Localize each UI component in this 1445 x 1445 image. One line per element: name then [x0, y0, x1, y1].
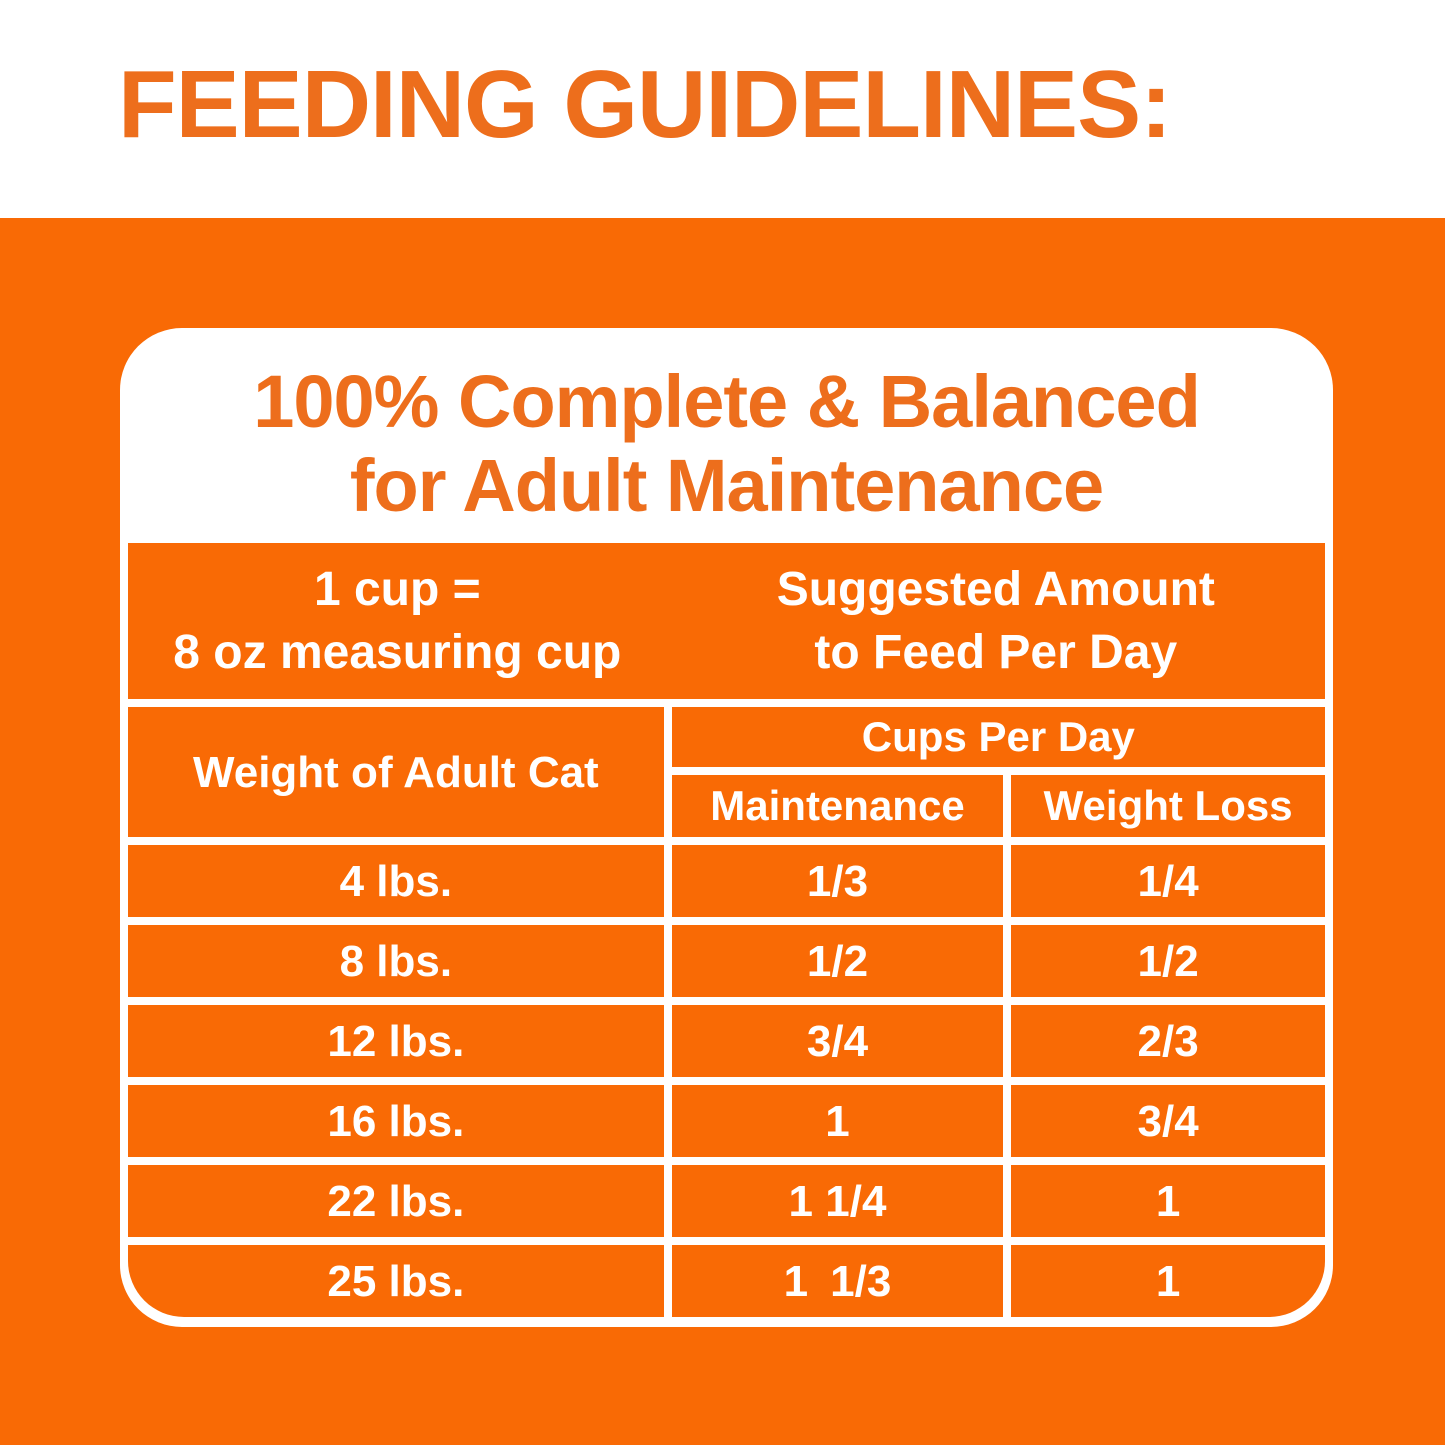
maintenance-cell: 1 1/4: [671, 1165, 1004, 1237]
column-header-cups-per-day: Cups Per Day: [671, 707, 1325, 767]
guidelines-card: 100% Complete & Balanced for Adult Maint…: [120, 328, 1333, 1327]
maintenance-cell: 1: [671, 1085, 1004, 1157]
weight-cell: 4 lbs.: [128, 845, 664, 917]
column-header-maintenance: Maintenance: [671, 775, 1004, 837]
weight-cell: 16 lbs.: [128, 1085, 664, 1157]
card-title-line1: 100% Complete & Balanced: [253, 360, 1201, 443]
weight-cell: 25 lbs.: [128, 1245, 664, 1317]
cup-definition-line1: 1 cup =: [313, 562, 481, 616]
suggested-amount-line1: Suggested Amount: [776, 562, 1215, 616]
weight-loss-cell: 1/4: [1011, 845, 1325, 917]
card-title-line2: for Adult Maintenance: [349, 443, 1104, 527]
page-header: FEEDING GUIDELINES:: [0, 0, 1445, 218]
maintenance-cell: 3/4: [671, 1005, 1004, 1077]
weight-loss-cell: 1: [1011, 1165, 1325, 1237]
table-top-header-row: 1 cup = 8 oz measuring cup Suggested Amo…: [128, 543, 1325, 699]
cup-definition-line2: 8 oz measuring cup: [173, 626, 622, 679]
weight-loss-cell: 1/2: [1011, 925, 1325, 997]
maintenance-cell: 1/2: [671, 925, 1004, 997]
column-header-weight-of-adult-cat: Weight of Adult Cat: [128, 707, 664, 837]
weight-cell: 22 lbs.: [128, 1165, 664, 1237]
feeding-table: 1 cup = 8 oz measuring cup Suggested Amo…: [128, 543, 1325, 1317]
column-header-weight-loss: Weight Loss: [1011, 775, 1325, 837]
weight-cell: 12 lbs.: [128, 1005, 664, 1077]
maintenance-cell: 1 1/3: [671, 1245, 1004, 1317]
card-title: 100% Complete & Balanced for Adult Maint…: [120, 360, 1333, 527]
suggested-amount-line2: to Feed Per Day: [814, 626, 1178, 679]
page-title: FEEDING GUIDELINES:: [118, 51, 1172, 158]
weight-loss-cell: 1: [1011, 1245, 1325, 1317]
weight-cell: 8 lbs.: [128, 925, 664, 997]
orange-background: 100% Complete & Balanced for Adult Maint…: [0, 218, 1445, 1445]
weight-loss-cell: 3/4: [1011, 1085, 1325, 1157]
maintenance-cell: 1/3: [671, 845, 1004, 917]
cup-definition: 1 cup = 8 oz measuring cup: [128, 558, 667, 685]
suggested-amount-header: Suggested Amount to Feed Per Day: [667, 558, 1325, 685]
weight-loss-cell: 2/3: [1011, 1005, 1325, 1077]
